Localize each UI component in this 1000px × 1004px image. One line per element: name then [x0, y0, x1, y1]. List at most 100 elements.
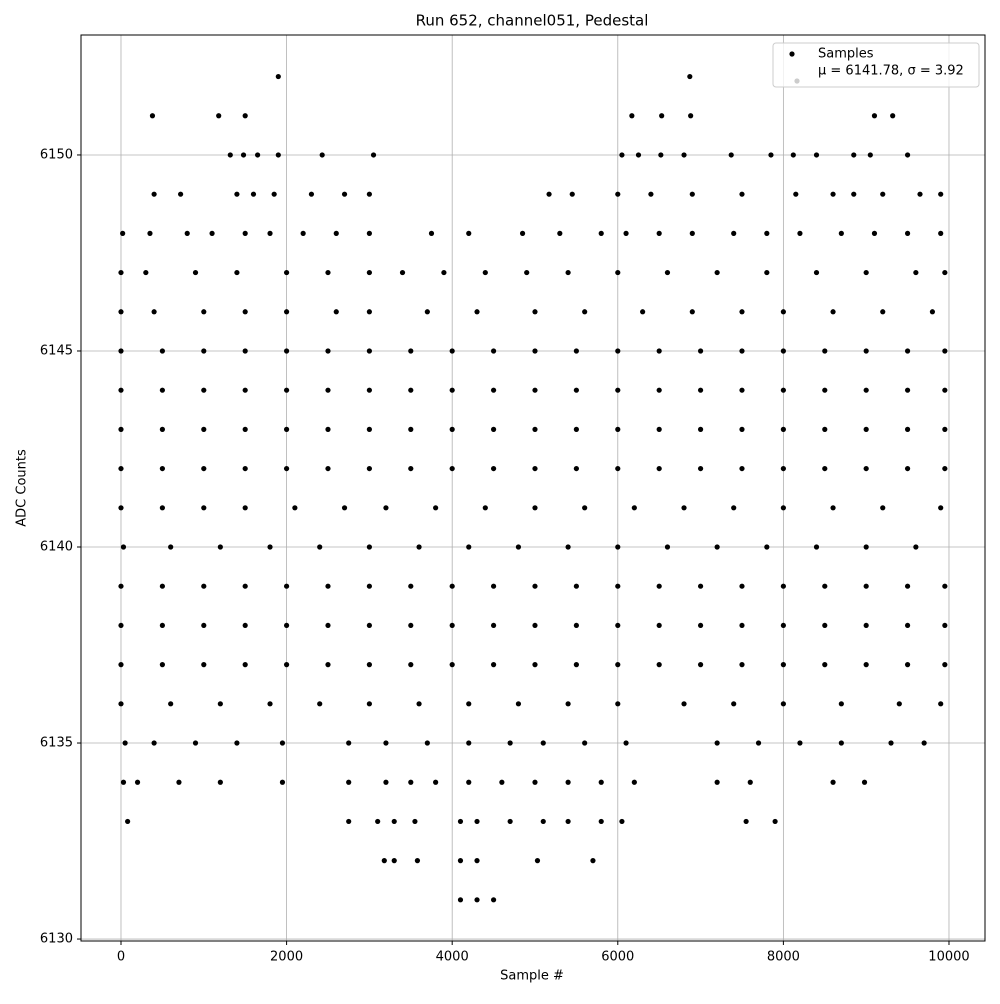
- legend-label: Samples: [818, 47, 874, 62]
- point: [764, 269, 770, 276]
- point: [279, 779, 286, 785]
- point: [838, 230, 844, 236]
- point: [275, 152, 281, 158]
- point: [159, 505, 165, 511]
- point: [615, 348, 621, 354]
- point: [890, 113, 896, 119]
- point: [416, 544, 422, 550]
- point: [573, 465, 579, 472]
- point: [582, 309, 588, 315]
- point: [863, 465, 869, 472]
- point: [466, 701, 472, 707]
- point: [838, 740, 844, 746]
- point: [490, 348, 497, 354]
- point: [457, 897, 464, 903]
- point: [366, 662, 372, 668]
- point: [234, 269, 240, 276]
- point: [830, 779, 836, 785]
- point: [830, 505, 836, 511]
- point: [242, 230, 248, 236]
- point: [689, 309, 695, 315]
- point: [242, 662, 248, 668]
- point: [474, 818, 480, 825]
- y-tick-label: 6150: [40, 147, 73, 162]
- point: [515, 701, 522, 707]
- point: [333, 309, 339, 315]
- point: [755, 740, 762, 746]
- point: [697, 622, 704, 629]
- point: [515, 544, 522, 550]
- point: [433, 505, 439, 511]
- point: [871, 230, 878, 236]
- point: [159, 465, 165, 472]
- point: [283, 583, 290, 589]
- point: [640, 309, 646, 315]
- point: [540, 818, 546, 825]
- point: [797, 740, 803, 746]
- point: [598, 230, 604, 236]
- point: [383, 779, 389, 785]
- point: [366, 191, 372, 197]
- point: [466, 544, 472, 550]
- point: [408, 387, 414, 393]
- point: [793, 191, 799, 197]
- point: [615, 701, 621, 707]
- point: [565, 818, 571, 825]
- point: [615, 544, 621, 550]
- point: [217, 779, 223, 785]
- point: [346, 818, 352, 825]
- point: [861, 779, 868, 785]
- point: [938, 191, 944, 197]
- point: [631, 779, 637, 785]
- point: [656, 622, 662, 629]
- point: [283, 465, 290, 472]
- point: [449, 662, 455, 668]
- point: [118, 269, 124, 276]
- point: [341, 505, 348, 511]
- point: [532, 583, 538, 589]
- point: [942, 662, 948, 668]
- point: [822, 583, 828, 589]
- point: [176, 779, 182, 785]
- x-axis-label: Sample #: [500, 969, 564, 984]
- point: [366, 465, 372, 472]
- point: [582, 740, 588, 746]
- point: [283, 269, 290, 276]
- point: [681, 701, 687, 707]
- point: [366, 230, 372, 236]
- point: [317, 544, 323, 550]
- point: [615, 387, 621, 393]
- x-tick-label: 4000: [436, 950, 469, 965]
- point: [242, 622, 248, 629]
- point: [122, 740, 128, 746]
- y-tick-label: 6145: [40, 343, 73, 358]
- point: [267, 701, 273, 707]
- point: [159, 583, 165, 589]
- point: [631, 505, 637, 511]
- point: [904, 152, 911, 158]
- point: [346, 779, 352, 785]
- legend-label: μ = 6141.78, σ = 3.92: [818, 64, 964, 79]
- point: [414, 858, 421, 864]
- point: [623, 230, 629, 236]
- point: [125, 818, 131, 825]
- point: [904, 426, 911, 432]
- point: [283, 348, 290, 354]
- point: [790, 152, 796, 158]
- point: [346, 740, 352, 746]
- point: [325, 348, 331, 354]
- point: [656, 230, 662, 236]
- point: [731, 701, 737, 707]
- point: [573, 426, 579, 432]
- point: [532, 622, 538, 629]
- point: [283, 622, 290, 629]
- point: [780, 505, 786, 511]
- point: [242, 309, 248, 315]
- point: [466, 779, 472, 785]
- point: [178, 191, 184, 197]
- chart-title: Run 652, channel051, Pedestal: [416, 12, 649, 30]
- point: [408, 426, 414, 432]
- point: [656, 426, 662, 432]
- point: [490, 622, 497, 629]
- point: [615, 465, 621, 472]
